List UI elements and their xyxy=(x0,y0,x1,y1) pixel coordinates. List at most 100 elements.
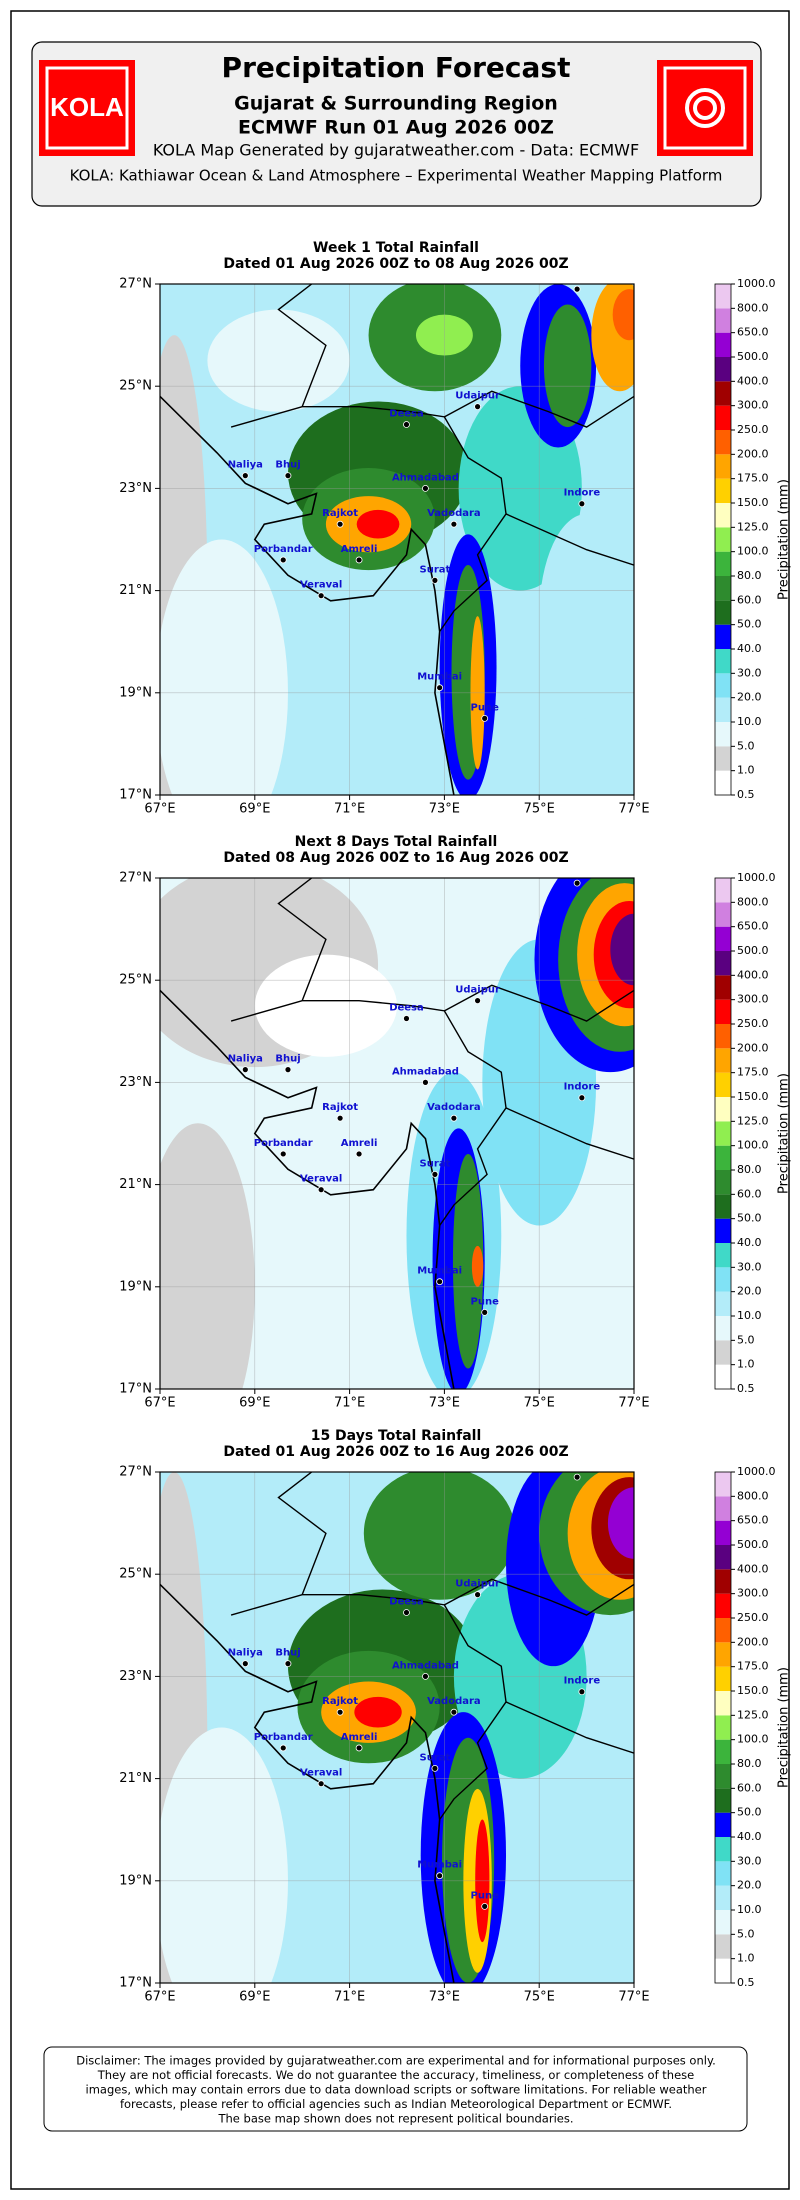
x-tick-label: 75°E xyxy=(524,802,555,817)
header-run: ECMWF Run 01 Aug 2026 00Z xyxy=(238,117,554,139)
colorbar-swatch xyxy=(715,576,731,601)
colorbar-tick-label: 80.0 xyxy=(737,569,762,582)
logo-text: KOLA xyxy=(50,92,124,122)
disclaimer-line: forecasts, please refer to official agen… xyxy=(120,2097,672,2111)
colorbar-tick-label: 250.0 xyxy=(737,1017,769,1030)
colorbar-tick-label: 30.0 xyxy=(737,1260,762,1273)
y-tick-label: 17°N xyxy=(119,788,152,803)
border xyxy=(444,1578,634,1616)
x-tick-label: 77°E xyxy=(618,802,649,817)
city-marker xyxy=(573,879,581,887)
city-marker xyxy=(422,1673,429,1680)
colorbar-tick-label: 300.0 xyxy=(737,993,769,1006)
colorbar-tick-label: 500.0 xyxy=(737,350,769,363)
city-label: Mumbai xyxy=(417,1266,462,1277)
city-label: Jaipur xyxy=(560,1461,594,1472)
city-marker xyxy=(436,1278,444,1286)
border xyxy=(444,390,634,428)
colorbar-swatch xyxy=(715,1340,731,1365)
colorbar-tick-label: 175.0 xyxy=(737,1066,769,1079)
colorbar-tick-label: 20.0 xyxy=(737,691,762,704)
colorbar-tick-label: 650.0 xyxy=(737,1514,769,1527)
x-tick-label: 73°E xyxy=(429,1396,460,1411)
city-marker xyxy=(403,1015,410,1022)
colorbar-swatch xyxy=(715,1291,731,1316)
city-marker xyxy=(336,1708,344,1716)
colorbar-tick-label: 50.0 xyxy=(737,1806,762,1819)
city-label: Naliya xyxy=(228,1648,263,1659)
city-marker xyxy=(474,403,481,411)
colorbar-swatch xyxy=(715,1691,731,1716)
city-marker xyxy=(573,1473,581,1481)
colorbar-tick-label: 5.0 xyxy=(737,1333,755,1346)
rain-field xyxy=(539,513,634,719)
city-marker xyxy=(578,1688,586,1696)
logo-frame xyxy=(45,66,129,150)
y-tick-label: 25°N xyxy=(119,379,152,394)
rain-field xyxy=(471,1245,484,1287)
colorbar-tick-label: 1000.0 xyxy=(737,871,776,884)
city-label: Bhuj xyxy=(275,460,300,471)
x-tick-label: 77°E xyxy=(618,1396,649,1411)
colorbar-swatch xyxy=(715,454,731,479)
colorbar-tick-label: 650.0 xyxy=(737,326,769,339)
y-tick-label: 27°N xyxy=(119,277,152,292)
city-marker xyxy=(317,592,325,600)
colorbar-swatch xyxy=(715,697,731,722)
rain-field xyxy=(610,913,634,986)
logo-bg xyxy=(39,60,135,156)
panel-dates: Dated 01 Aug 2026 00Z to 16 Aug 2026 00Z xyxy=(223,1444,568,1460)
city-marker xyxy=(279,1744,287,1752)
city-label: Veraval xyxy=(300,1768,342,1779)
colorbar-swatch xyxy=(715,722,731,747)
city-label: Veraval xyxy=(300,1174,342,1185)
city-marker xyxy=(422,1079,429,1086)
colorbar-tick-label: 250.0 xyxy=(737,1611,769,1624)
border xyxy=(277,1472,327,1595)
colorbar-swatch xyxy=(715,746,731,771)
border xyxy=(505,1701,634,1754)
colorbar-swatch xyxy=(715,1642,731,1667)
colorbar-tick-label: 500.0 xyxy=(737,1538,769,1551)
colorbar-tick-label: 800.0 xyxy=(737,1489,769,1502)
y-tick-label: 19°N xyxy=(119,1279,152,1294)
border xyxy=(277,878,327,1001)
colorbar-tick-label: 30.0 xyxy=(737,666,762,679)
colorbar-swatch xyxy=(715,1545,731,1570)
colorbar-tick-label: 400.0 xyxy=(737,374,769,387)
colorbar-swatch xyxy=(715,503,731,528)
colorbar-tick-label: 40.0 xyxy=(737,1236,762,1249)
logo-swirl xyxy=(685,88,725,128)
colorbar-tick-label: 1000.0 xyxy=(737,277,776,290)
colorbar-swatch xyxy=(715,1569,731,1594)
rain-field xyxy=(354,1696,402,1728)
colorbar-swatch xyxy=(715,1496,731,1521)
colorbar-tick-label: 150.0 xyxy=(737,1090,769,1103)
colorbar-label: Precipitation (mm) xyxy=(777,1667,792,1788)
disclaimer-line: Disclaimer: The images provided by gujar… xyxy=(76,2054,716,2068)
colorbar-swatch xyxy=(715,1958,731,1983)
border xyxy=(230,1593,507,1820)
colorbar-swatch xyxy=(715,1618,731,1643)
colorbar-tick-label: 20.0 xyxy=(737,1285,762,1298)
x-tick-label: 73°E xyxy=(429,802,460,817)
colorbar-swatch xyxy=(715,478,731,503)
city-marker xyxy=(474,1591,481,1599)
colorbar-swatch xyxy=(715,1934,731,1959)
colorbar-tick-label: 800.0 xyxy=(737,895,769,908)
colorbar-tick-label: 100.0 xyxy=(737,545,769,558)
city-marker xyxy=(578,500,586,508)
colorbar-tick-label: 175.0 xyxy=(737,1660,769,1673)
city-label: Amreli xyxy=(341,1138,378,1149)
x-tick-label: 69°E xyxy=(239,1990,270,2005)
city-marker xyxy=(241,472,249,480)
city-label: Ahmadabad xyxy=(392,1066,459,1077)
colorbar-swatch xyxy=(715,1267,731,1292)
colorbar-tick-label: 400.0 xyxy=(737,1562,769,1575)
colorbar-tick-label: 30.0 xyxy=(737,1854,762,1867)
city-label: Vadodara xyxy=(427,508,481,519)
city-label: Vadodara xyxy=(427,1696,481,1707)
city-label: Deesa xyxy=(389,1003,424,1014)
colorbar-swatch xyxy=(715,600,731,625)
y-tick-label: 21°N xyxy=(119,1177,152,1192)
